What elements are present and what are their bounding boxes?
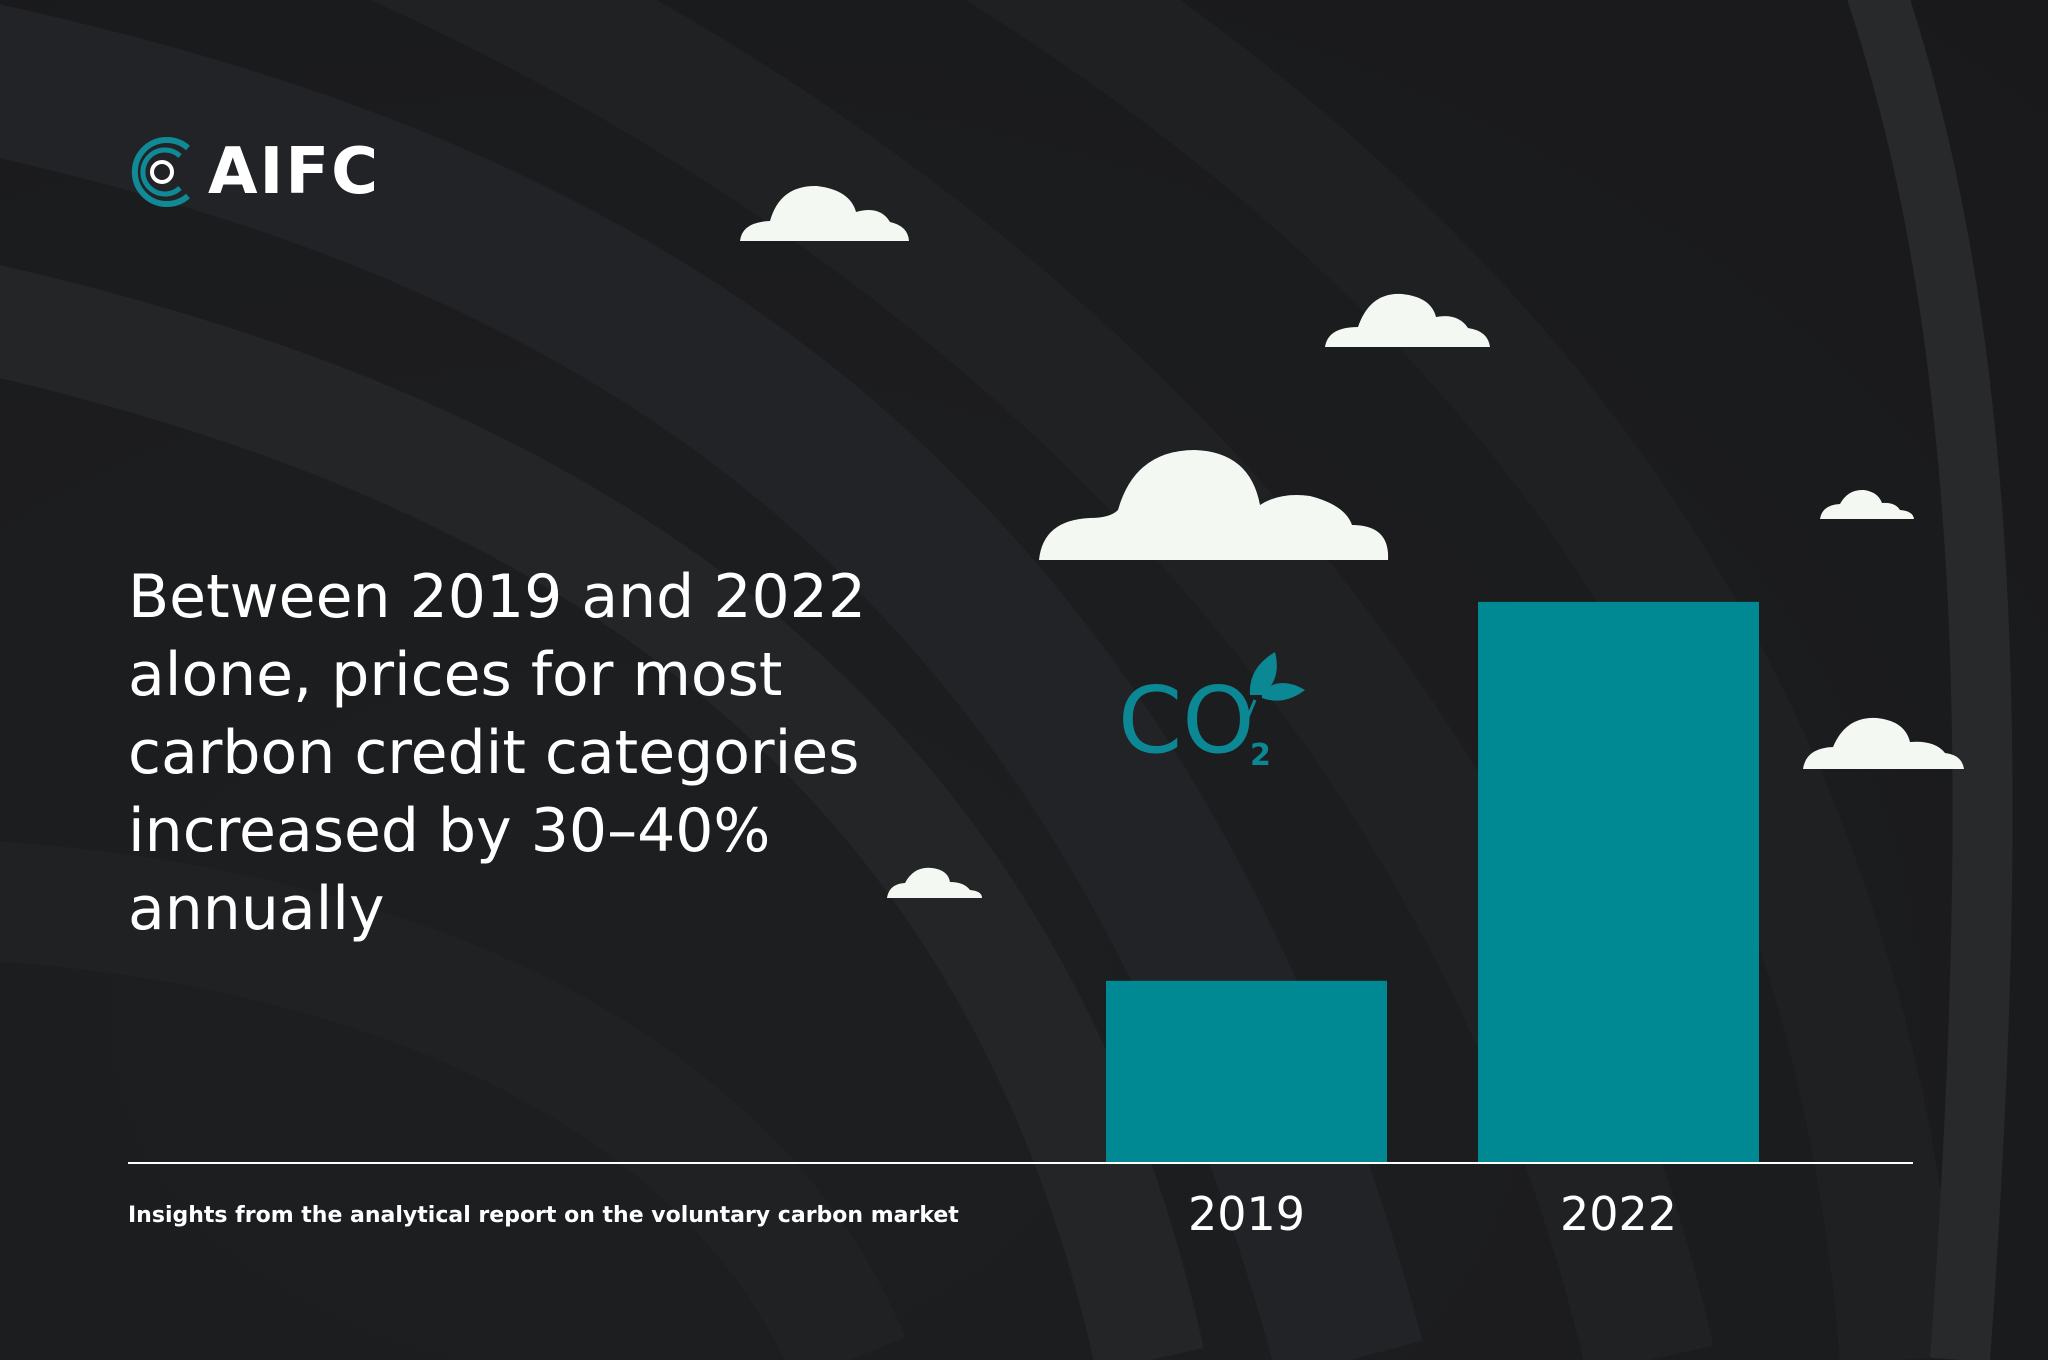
cloud-icon (740, 185, 909, 241)
bar-2019 (1106, 980, 1387, 1163)
leaf-icon (1244, 652, 1305, 723)
headline-line: increased by 30–40% (128, 796, 771, 866)
cloud-icon (887, 867, 982, 898)
footnote: Insights from the analytical report on t… (128, 1203, 959, 1228)
cloud-icon (1039, 450, 1389, 560)
co2-subscript: 2 (1250, 738, 1271, 773)
headline-line: annually (128, 874, 385, 944)
x-tick-label: 2022 (1560, 1187, 1677, 1241)
headline-line: alone, prices for most (128, 640, 783, 710)
headline: Between 2019 and 2022 alone, prices for … (128, 558, 888, 948)
cloud-icon (1803, 717, 1964, 769)
bar-2022 (1478, 601, 1759, 1163)
brand-name: AIFC (208, 135, 381, 209)
aifc-logo-icon (131, 137, 190, 207)
co2-label: CO (1118, 667, 1255, 774)
headline-line: Between 2019 and 2022 (128, 562, 867, 632)
co2-icon: CO 2 (1118, 652, 1305, 774)
cloud-icon (1820, 489, 1914, 519)
x-tick-label: 2019 (1188, 1187, 1305, 1241)
aifc-logo: AIFC (128, 134, 380, 210)
headline-line: carbon credit categories (128, 718, 860, 788)
cloud-icon (1325, 293, 1490, 347)
